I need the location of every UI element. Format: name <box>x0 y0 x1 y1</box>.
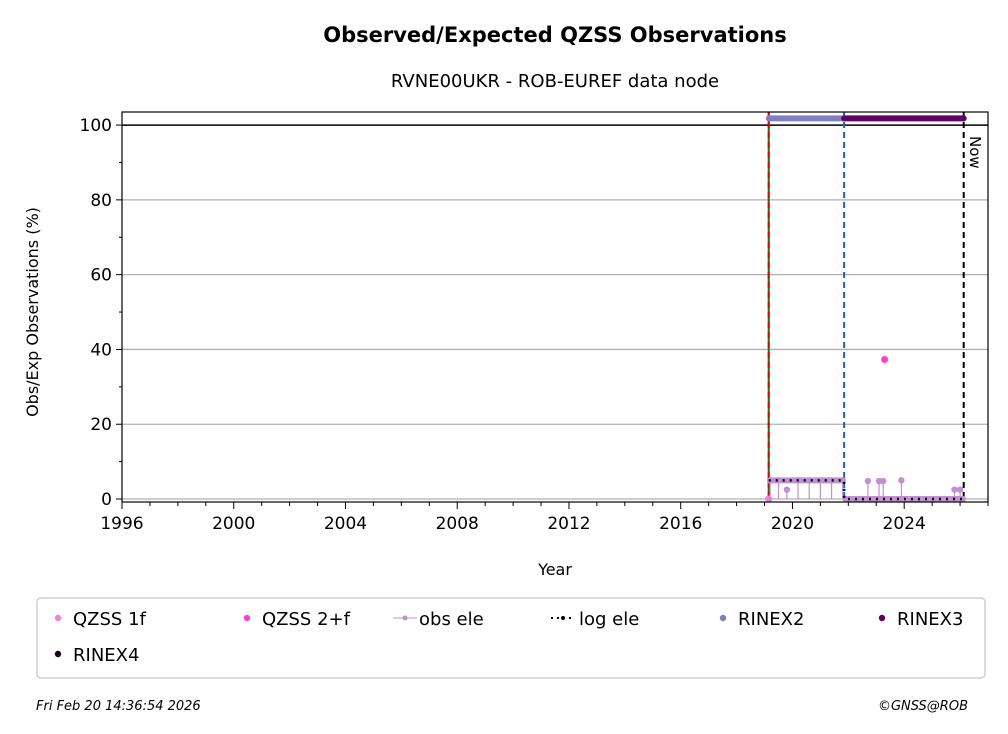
legend-label: RINEX3 <box>897 609 963 630</box>
legend-marker <box>719 614 727 622</box>
x-tick-label: 2020 <box>771 514 814 534</box>
legend-label: RINEX2 <box>738 609 804 630</box>
x-tick-label: 2008 <box>436 514 479 534</box>
x-tick-label: 2004 <box>324 514 367 534</box>
obs-ele-point <box>806 477 813 484</box>
series-point-qzss-2-f <box>881 356 889 364</box>
y-tick-label: 40 <box>90 340 112 360</box>
legend-marker <box>402 615 408 621</box>
obs-ele-point <box>775 477 782 484</box>
x-tick-label: 1996 <box>100 514 143 534</box>
obs-ele-point <box>951 486 958 493</box>
x-tick-label: 2012 <box>547 514 590 534</box>
legend-marker <box>54 650 62 658</box>
obs-ele-point <box>864 477 872 485</box>
timestamp: Fri Feb 20 14:36:54 2026 <box>36 699 201 714</box>
y-tick-label: 20 <box>90 415 112 435</box>
legend-marker <box>561 616 565 620</box>
x-tick-label: 2000 <box>212 514 255 534</box>
chart-title: Observed/Expected QZSS Observations <box>323 23 787 47</box>
legend-label: RINEX4 <box>73 645 139 666</box>
legend-label: obs ele <box>419 609 484 630</box>
obs-ele-point <box>959 495 967 503</box>
legend-marker <box>243 614 251 622</box>
legend-label: QZSS 2+f <box>262 609 351 630</box>
obs-ele-point <box>783 486 791 493</box>
obs-ele-point <box>934 495 941 503</box>
obs-ele-point <box>817 477 824 484</box>
y-tick-label: 100 <box>80 116 112 136</box>
chart-subtitle: RVNE00UKR - ROB-EUREF data node <box>391 71 719 92</box>
obs-ele-point <box>898 477 905 484</box>
legend-label: log ele <box>579 609 639 630</box>
obs-ele-point <box>956 486 964 493</box>
y-tick-label: 60 <box>90 266 112 286</box>
plot-frame <box>121 111 989 503</box>
x-tick-label: 2016 <box>659 514 702 534</box>
legend-marker <box>878 614 886 622</box>
obs-ele-point <box>828 477 835 484</box>
y-axis-label: Obs/Exp Observations (%) <box>23 207 42 417</box>
x-axis-label: Year <box>537 560 572 579</box>
legend-label: QZSS 1f <box>73 609 147 630</box>
y-tick-label: 80 <box>90 191 112 211</box>
legend-marker <box>54 614 62 622</box>
y-tick-label: 0 <box>101 490 112 510</box>
log-ele-line <box>768 479 964 501</box>
credit: ©GNSS@ROB <box>878 699 968 714</box>
now-label: Now <box>966 136 984 169</box>
legend-box <box>36 597 986 679</box>
obs-ele-point <box>880 477 887 485</box>
x-tick-label: 2024 <box>883 514 926 534</box>
